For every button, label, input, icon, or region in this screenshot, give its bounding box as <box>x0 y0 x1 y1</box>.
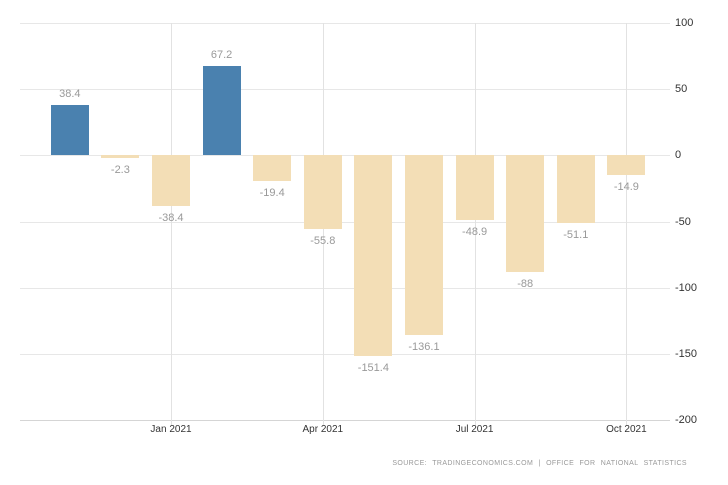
bar-value-label: -151.4 <box>357 361 389 374</box>
y-axis-tick-label: 0 <box>675 149 682 162</box>
bar-value-label: 38.4 <box>59 87 81 100</box>
x-axis-tick-label: Oct 2021 <box>606 424 647 435</box>
x-axis-tick-label: Jan 2021 <box>150 424 192 435</box>
bar-oct-2021[interactable] <box>607 155 646 175</box>
bar-aug-2021[interactable] <box>506 155 545 272</box>
bar-nov-2020[interactable] <box>50 104 89 156</box>
y-axis-tick-label: -50 <box>675 215 691 228</box>
bar-jun-2021[interactable] <box>405 155 443 336</box>
bar-value-label: -51.1 <box>563 229 589 241</box>
bar-may-2021[interactable] <box>354 155 393 356</box>
h-gridline <box>20 287 670 289</box>
bar-value-label: 67.2 <box>210 49 233 62</box>
v-gridline <box>626 23 628 425</box>
v-gridline <box>171 23 172 425</box>
bar-feb-2021[interactable] <box>202 66 241 156</box>
bar-value-label: -55.8 <box>310 235 336 248</box>
x-axis-line <box>20 420 670 421</box>
y-axis-tick-label: -150 <box>675 347 698 360</box>
y-axis-tick-label: -100 <box>675 281 698 294</box>
bar-apr-2021[interactable] <box>303 155 342 230</box>
bar-jul-2021[interactable] <box>455 155 494 220</box>
h-gridline <box>20 89 670 91</box>
bar-mar-2021[interactable] <box>253 155 292 181</box>
y-axis-tick-label: 100 <box>675 17 694 29</box>
h-gridline <box>20 353 670 355</box>
h-gridline <box>20 23 670 24</box>
source-attribution: SOURCE: TRADINGECONOMICS.COM | OFFICE FO… <box>392 460 687 467</box>
bar-dec-2020[interactable] <box>101 155 140 159</box>
x-axis-tick-label: Apr 2021 <box>302 424 344 435</box>
h-gridline <box>20 155 670 157</box>
bar-value-label: -136.1 <box>408 341 440 354</box>
bar-value-label: -2.3 <box>110 164 130 177</box>
bar-value-label: -38.4 <box>158 212 184 225</box>
bar-value-label: -88 <box>517 277 534 290</box>
bar-value-label: -14.9 <box>613 181 639 194</box>
h-gridline <box>20 221 670 223</box>
bar-value-label: -48.9 <box>462 226 488 238</box>
x-axis-tick-label: Jul 2021 <box>455 424 494 435</box>
v-gridline <box>474 23 476 425</box>
bar-sep-2021[interactable] <box>556 155 595 223</box>
bar-jan-2021[interactable] <box>152 155 190 207</box>
bar-value-label: -19.4 <box>259 187 285 199</box>
y-axis-tick-label: 50 <box>675 83 688 96</box>
y-axis-tick-label: -200 <box>675 414 698 426</box>
